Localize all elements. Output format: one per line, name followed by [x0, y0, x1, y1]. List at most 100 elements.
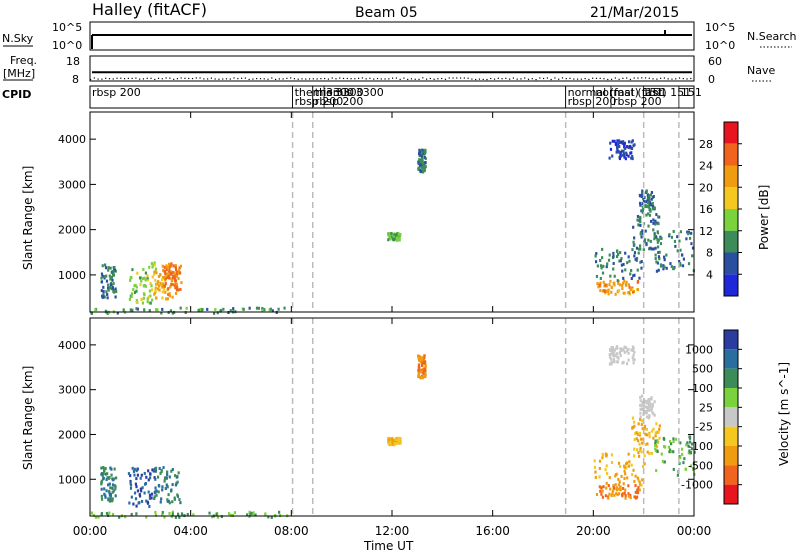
power-cell	[153, 261, 156, 265]
power-cell	[174, 281, 177, 285]
power-cell	[599, 276, 602, 280]
power-cell	[682, 257, 686, 261]
velocity-cell	[130, 512, 133, 516]
power-cell	[617, 142, 620, 146]
velocity-cell	[151, 468, 154, 472]
velocity-cell	[171, 512, 174, 516]
velocity-cell	[418, 355, 422, 359]
velocity-cell	[644, 405, 647, 409]
velocity-cell	[174, 515, 177, 519]
power-cell	[143, 293, 146, 297]
cbar-tick-label: 16	[699, 203, 713, 216]
velocity-cell	[176, 480, 179, 484]
power-cell	[599, 289, 602, 293]
velocity-cell	[638, 488, 641, 492]
nave-dot	[546, 77, 548, 79]
power-cell	[624, 251, 627, 255]
velocity-cell	[419, 375, 423, 379]
power-cell	[171, 282, 174, 286]
power-ylabel: Slant Range [km]	[21, 166, 35, 270]
velocity-cell	[611, 350, 614, 354]
velocity-cell	[161, 485, 164, 489]
velocity-cell	[610, 494, 613, 498]
velocity-cell	[645, 405, 649, 409]
nave-dot	[305, 78, 307, 80]
power-cell	[679, 263, 682, 267]
velocity-cell	[644, 400, 647, 404]
power-cell	[690, 242, 693, 246]
velocity-cell	[624, 496, 627, 500]
velocity-cell	[608, 492, 611, 496]
power-cell	[668, 233, 671, 237]
velocity-cell	[644, 443, 647, 447]
cbar-cell	[724, 187, 738, 209]
power-cell	[167, 262, 171, 266]
power-cell	[631, 157, 634, 161]
power-cell	[113, 266, 116, 270]
velocity-cell	[392, 439, 395, 443]
power-cell	[397, 237, 400, 241]
power-cell	[106, 292, 109, 296]
power-cell	[627, 291, 630, 295]
power-cell	[418, 158, 421, 162]
velocity-cell	[134, 497, 138, 501]
velocity-cell	[106, 476, 109, 480]
power-cell	[613, 139, 616, 143]
y-tick-label: 4000	[58, 339, 86, 352]
velocity-cell	[134, 482, 138, 486]
velocity-cell	[634, 484, 637, 488]
velocity-cell	[610, 461, 614, 465]
power-cell	[613, 283, 616, 287]
nave-dot	[101, 78, 103, 80]
nave-dot	[663, 77, 665, 79]
nave-dot	[97, 78, 99, 80]
nave-dot	[690, 77, 692, 80]
velocity-cell	[620, 474, 623, 478]
velocity-cell	[639, 399, 642, 403]
nave-dot	[399, 78, 401, 80]
velocity-cell	[100, 487, 103, 491]
velocity-cell	[656, 450, 659, 454]
velocity-cell	[168, 501, 171, 505]
y-tick-label: 4000	[58, 133, 86, 146]
power-cell	[109, 281, 113, 285]
power-cell	[654, 256, 657, 260]
power-cell	[419, 161, 422, 165]
velocity-cell	[622, 348, 625, 352]
velocity-cell	[658, 424, 661, 428]
velocity-cell	[693, 450, 696, 454]
power-cell	[283, 306, 286, 310]
power-cell	[610, 290, 613, 294]
power-cell	[423, 169, 426, 173]
cpid-label-text: rbsp 200	[568, 95, 617, 108]
power-cell	[634, 257, 637, 261]
nave-dot	[324, 77, 326, 80]
velocity-cell	[129, 483, 133, 487]
x-tick-label: 08:00	[274, 524, 309, 538]
velocity-cell	[623, 345, 626, 349]
power-cell	[640, 260, 643, 264]
power-cell	[170, 282, 173, 286]
velocity-cell	[423, 356, 426, 360]
power-cell	[159, 273, 162, 277]
nave-dot	[293, 78, 296, 80]
velocity-cell	[652, 427, 655, 431]
nave-dot	[418, 78, 420, 80]
power-cell	[650, 197, 653, 201]
velocity-cell	[619, 464, 622, 468]
power-cell	[607, 288, 610, 292]
velocity-cell	[627, 484, 630, 488]
velocity-cell	[619, 349, 623, 353]
velocity-cell	[602, 485, 605, 489]
power-cell	[395, 238, 399, 242]
velocity-cell	[167, 493, 170, 497]
nave-dot	[395, 77, 397, 79]
power-cell	[629, 288, 632, 292]
velocity-cell	[610, 352, 613, 356]
nave-dot	[282, 78, 284, 80]
nave-dot	[667, 78, 669, 80]
nave-dot	[195, 77, 197, 79]
cpid-label-text: themis 3300	[315, 86, 384, 99]
velocity-cell	[418, 358, 422, 362]
velocity-cbar-cells	[724, 330, 738, 504]
